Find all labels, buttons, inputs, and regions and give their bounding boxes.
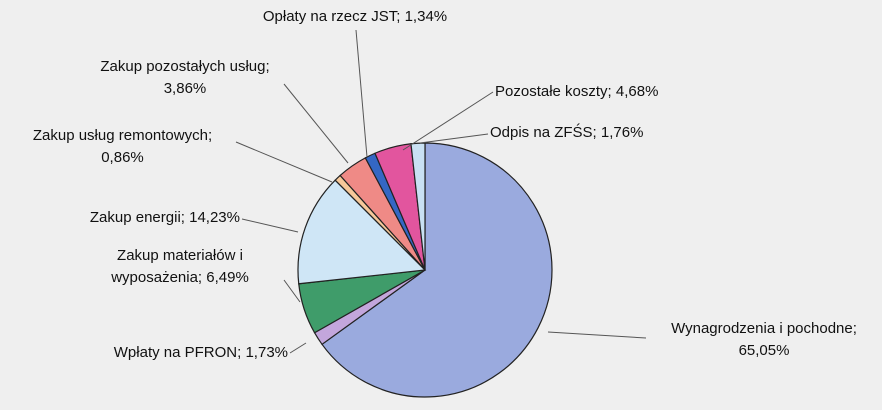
pie-slice <box>297 179 427 285</box>
slice-label: Zakup materiałów i wyposażenia; 6,49% <box>111 247 249 286</box>
leader-line <box>419 133 489 144</box>
slice-label: Wpłaty na PFRON; 1,73% <box>113 344 288 361</box>
pie-slice <box>410 142 426 271</box>
leader-line <box>283 83 349 164</box>
slice-label: Pozostałe koszty; 4,68% <box>495 83 659 100</box>
slice-label: Zakup usług remontowych; 0,86% <box>32 127 213 166</box>
leader-line <box>289 342 307 354</box>
slice-label: Wynagrodzenia i pochodne; 65,05% <box>671 320 857 359</box>
slice-label: Odpis na ZFŚS; 1,76% <box>490 124 644 141</box>
leader-line <box>402 91 494 151</box>
slice-label: Opłaty na rzecz JST; 1,34% <box>262 8 448 25</box>
leader-line <box>235 141 333 183</box>
leader-line <box>283 279 301 303</box>
slice-label: Zakup energii; 14,23% <box>89 209 240 226</box>
slice-label: Zakup pozostałych usług; 3,86% <box>100 58 270 97</box>
leader-line <box>547 331 647 339</box>
leader-line <box>241 218 299 233</box>
pie-slice <box>321 142 553 398</box>
leader-line <box>355 29 368 158</box>
